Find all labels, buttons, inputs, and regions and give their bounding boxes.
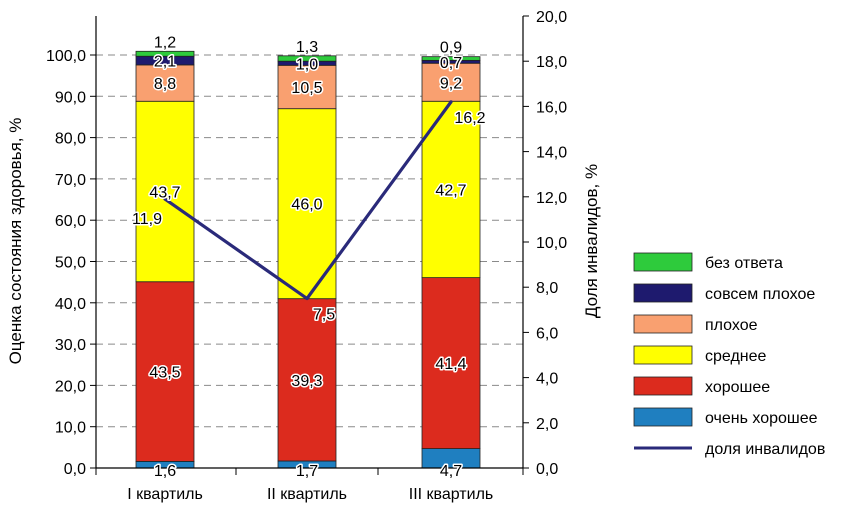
legend-label: без ответа [705,255,783,272]
data-label-halo: 1,0 [296,56,318,73]
bar-segment [421,277,481,449]
line-label: 11,9 [132,211,162,228]
y-right-tick-label: 0,0 [536,461,558,478]
data-label: 0,9 [440,40,462,57]
bar-segment [135,50,195,57]
y-right-tick-label: 12,0 [536,190,567,207]
data-label: 1,6 [154,463,176,480]
legend-label: хорошее [705,379,770,396]
y-right-tick-label: 18,0 [536,54,567,71]
data-label: 39,3 [291,373,322,390]
data-label-halo: 0,9 [440,40,462,57]
data-label: 4,7 [440,463,462,480]
bar-segment [277,55,337,62]
data-label: 2,1 [154,54,176,71]
y-right-tick-label: 8,0 [536,280,558,297]
y-axis-right-label: Доля инвалидов, % [582,164,601,318]
data-label: 41,4 [435,356,466,373]
data-label: 8,8 [154,76,176,93]
y-left-tick-label: 90,0 [55,89,86,106]
data-label: 0,7 [440,55,462,72]
y-right-tick-label: 4,0 [536,371,558,388]
data-label-halo: 1,6 [154,463,176,480]
y-right-tick-label: 2,0 [536,416,558,433]
data-label-halo: 0,7 [440,55,462,72]
bar-segment [277,108,337,300]
y-right-tick-label: 20,0 [536,9,567,26]
data-label-halo: 8,8 [154,76,176,93]
bar-segment [277,298,337,462]
bar-segment [135,64,195,102]
data-label: 1,3 [296,39,318,56]
data-label-halo: 9,2 [440,75,462,92]
line-label-halo: 16,2 [454,110,485,127]
y-right-tick-label: 16,0 [536,99,567,116]
data-label-halo: 43,5 [149,365,180,382]
y-left-tick-label: 20,0 [55,378,86,395]
data-label-halo: 4,7 [440,463,462,480]
y-left-tick-label: 50,0 [55,255,86,272]
legend-swatch [633,283,693,303]
data-label: 1,2 [154,34,176,51]
line-label: 16,2 [454,110,485,127]
bar-segment [277,64,337,110]
data-label-halo: 43,7 [149,184,180,201]
y-left-tick-label: 70,0 [55,172,86,189]
legend-label: среднее [705,348,767,365]
y-left-tick-label: 80,0 [55,131,86,148]
y-right-tick-label: 10,0 [536,235,567,252]
data-label: 43,5 [149,365,180,382]
line-point [305,296,309,301]
y-right-tick-label: 6,0 [536,325,558,342]
legend-swatch [633,252,693,272]
y-left-tick-label: 30,0 [55,337,86,354]
data-label-halo: 1,2 [154,34,176,51]
bar-segment [135,100,195,283]
x-tick-label: II квартиль [267,486,347,503]
legend-label: доля инвалидов [705,441,825,458]
data-label-halo: 46,0 [291,197,322,214]
legend-swatch [633,376,693,396]
y-left-tick-label: 10,0 [55,420,86,437]
legend-label: плохое [705,317,758,334]
data-label: 9,2 [440,75,462,92]
data-label-halo: 39,3 [291,373,322,390]
y-left-tick-label: 100,0 [46,48,86,65]
bar-segment [421,56,481,61]
data-label-halo: 2,1 [154,54,176,71]
data-label: 10,5 [291,80,322,97]
data-label-halo: 1,3 [296,39,318,56]
line-label-halo: 11,9 [132,211,162,228]
data-label: 42,7 [435,182,466,199]
data-label: 43,7 [149,184,180,201]
data-label-halo: 41,4 [435,356,466,373]
data-label-halo: 10,5 [291,80,322,97]
y-left-tick-label: 60,0 [55,213,86,230]
legend-label: совсем плохое [705,286,815,303]
x-tick-label: III квартиль [409,486,493,503]
y-right-tick-label: 14,0 [536,145,567,162]
data-label: 1,0 [296,56,318,73]
data-label-halo: 42,7 [435,182,466,199]
y-axis-left-label: Оценка состояния здоровья, % [6,118,25,365]
data-label-halo: 1,7 [296,463,318,480]
line-label-halo: 7,5 [313,307,335,324]
legend-swatch [633,407,693,427]
legend-swatch [633,314,693,334]
data-label: 46,0 [291,197,322,214]
data-label: 1,7 [296,463,318,480]
line-point [449,100,453,104]
legend-label: очень хорошее [705,410,818,427]
line-point [163,197,167,201]
y-left-tick-label: 40,0 [55,296,86,313]
legend-swatch [633,345,693,365]
x-tick-label: I квартиль [127,486,203,503]
line-label: 7,5 [313,307,335,324]
y-left-tick-label: 0,0 [64,461,86,478]
